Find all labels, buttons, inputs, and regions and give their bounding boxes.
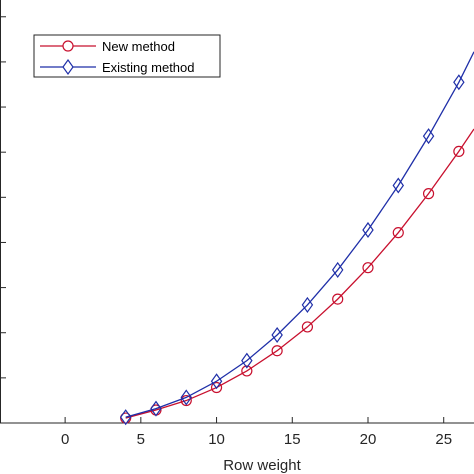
- data-point: [210, 373, 223, 390]
- data-point: [180, 394, 192, 407]
- x-tick-label: 25: [435, 431, 452, 448]
- data-point: [453, 74, 465, 91]
- data-point: [150, 400, 162, 417]
- data-point: [392, 177, 405, 194]
- data-point: [331, 261, 344, 278]
- data-point: [362, 221, 374, 238]
- data-point: [301, 321, 314, 333]
- data-point: [180, 389, 193, 406]
- legend-label: Existing method: [102, 60, 195, 75]
- data-point: [362, 262, 374, 274]
- series-1: [120, 128, 474, 424]
- legend-marker: [62, 40, 74, 52]
- x-tick-label: 20: [360, 431, 377, 448]
- data-point: [301, 296, 314, 313]
- x-axis-label: Row weight: [223, 457, 301, 474]
- plot-frame: [0, 0, 474, 424]
- data-point: [392, 227, 404, 239]
- data-point: [241, 352, 253, 369]
- series-line: [125, 51, 474, 418]
- x-axis-ticks: 0 5 10 15 20 25: [61, 417, 452, 448]
- data-point: [271, 345, 283, 357]
- x-tick-label: 5: [137, 431, 145, 448]
- series-2: [119, 51, 474, 426]
- data-point: [119, 409, 132, 426]
- data-point: [332, 293, 344, 305]
- data-point: [422, 188, 435, 200]
- x-tick-label: 15: [284, 431, 301, 448]
- data-point: [210, 381, 223, 394]
- data-point: [422, 128, 435, 145]
- data-point: [271, 326, 283, 344]
- x-tick-label: 0: [61, 431, 69, 448]
- legend-marker: [62, 58, 74, 76]
- data-point: [241, 365, 253, 377]
- y-axis-ticks: [0, 16, 6, 424]
- series-layer: [119, 51, 474, 426]
- series-line: [125, 128, 474, 419]
- data-point: [453, 145, 465, 158]
- legend-label: New method: [102, 39, 175, 54]
- legend: New method Existing method: [33, 34, 221, 78]
- x-tick-label: 10: [208, 431, 225, 448]
